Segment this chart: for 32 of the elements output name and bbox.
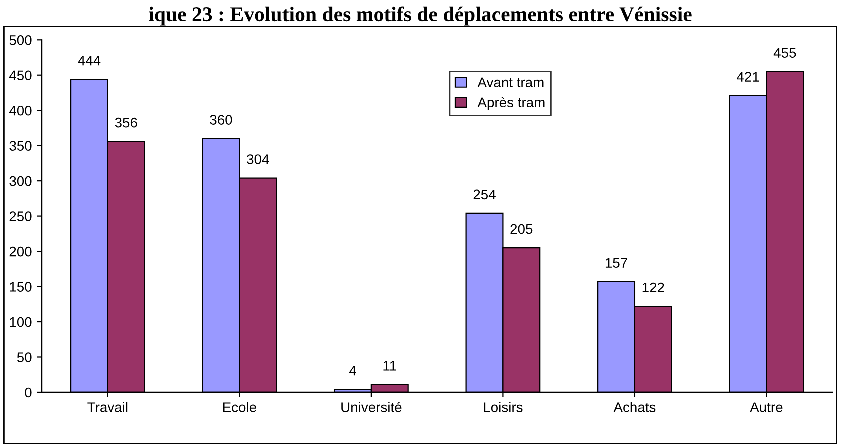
y-tick-label: 250: [10, 212, 32, 222]
data-label: 444: [78, 56, 101, 66]
x-tick-label: Autre: [750, 402, 783, 412]
x-tick-label: Achats: [614, 402, 656, 412]
chart-title: ique 23 : Evolution des motifs de déplacements entre Vénissie: [149, 6, 692, 26]
legend-label: Après tram: [478, 97, 545, 110]
data-label: 356: [115, 118, 138, 128]
y-tick-label: 450: [9, 70, 32, 81]
data-label: 254: [474, 190, 496, 200]
x-tick-label: Loisirs: [484, 402, 523, 412]
data-label: 4: [349, 366, 356, 376]
y-tick-label: 350: [10, 141, 32, 152]
data-label: 421: [737, 72, 760, 82]
x-tick-label: Travail: [88, 402, 128, 412]
data-label: 11: [384, 361, 396, 371]
data-label: 304: [247, 154, 270, 164]
y-tick-label: 100: [10, 317, 32, 328]
x-tick-label: Ecole: [223, 402, 256, 412]
data-label: 205: [510, 224, 533, 234]
y-tick-label: 50: [17, 352, 32, 362]
y-tick-label: 300: [10, 176, 32, 186]
y-tick-label: 150: [10, 282, 32, 292]
data-label: 455: [774, 48, 796, 58]
data-label: 122: [642, 282, 664, 293]
data-label: 157: [606, 258, 628, 268]
data-label: 360: [210, 115, 232, 125]
y-tick-label: 500: [10, 35, 32, 46]
x-tick-label: Université: [342, 402, 402, 412]
y-tick-label: 400: [9, 106, 32, 116]
y-tick-label: 200: [10, 246, 32, 257]
y-tick-label: 0: [25, 388, 32, 398]
legend-label: Avant tram: [478, 78, 544, 88]
